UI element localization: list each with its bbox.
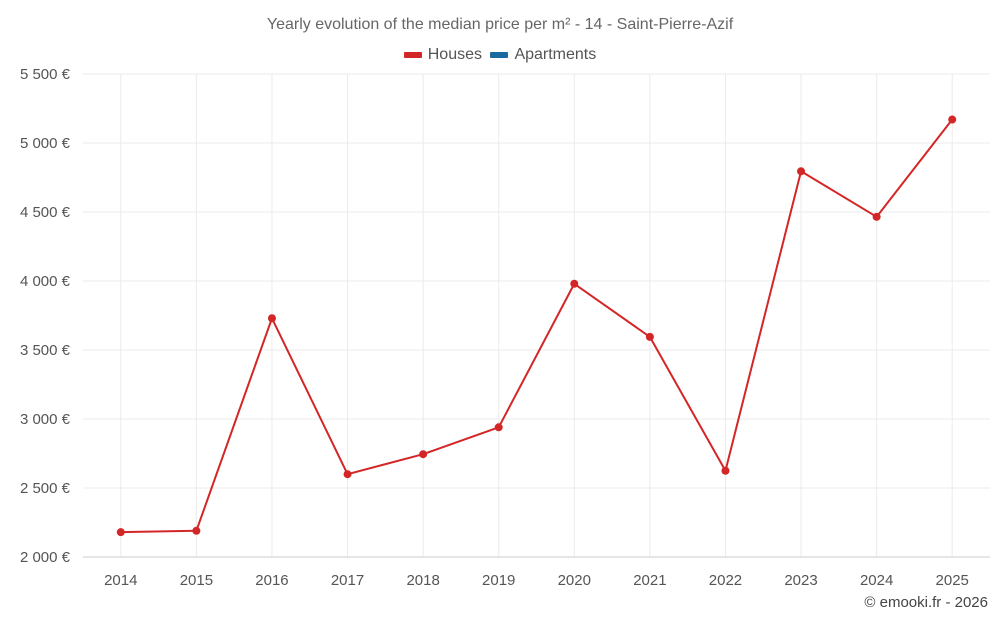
x-tick-label: 2021: [633, 572, 666, 589]
legend-label-apartments: Apartments: [514, 46, 597, 63]
x-tick-label: 2015: [180, 572, 213, 589]
legend-label-houses: Houses: [427, 46, 482, 63]
x-tick-label: 2023: [784, 572, 817, 589]
data-point-houses-2019: [494, 423, 503, 432]
x-tick-label: 2022: [709, 572, 742, 589]
x-tick-label: 2020: [558, 572, 591, 589]
data-point-houses-2017: [343, 470, 352, 479]
data-point-houses-2020: [570, 279, 579, 288]
y-tick-label: 2 500 €: [20, 480, 71, 497]
x-tick-label: 2025: [936, 572, 969, 589]
data-point-houses-2021: [645, 332, 654, 341]
legend-swatch-apartments: [490, 52, 509, 58]
y-tick-label: 3 500 €: [20, 342, 71, 359]
series-line-houses: [120, 118, 953, 534]
legend: Houses Apartments: [0, 45, 1000, 64]
x-tick-label: 2016: [255, 572, 288, 589]
legend-swatch-houses: [403, 52, 422, 58]
data-point-houses-2018: [419, 450, 428, 459]
data-point-houses-2022: [721, 466, 730, 475]
y-tick-label: 5 500 €: [20, 66, 71, 83]
y-tick-label: 4 000 €: [20, 273, 71, 290]
x-tick-label: 2018: [406, 572, 439, 589]
data-point-houses-2016: [267, 314, 276, 323]
legend-item-apartments[interactable]: Apartments: [490, 46, 596, 64]
chart-title: Yearly evolution of the median price per…: [266, 16, 734, 33]
x-tick-label: 2017: [331, 572, 364, 589]
y-tick-label: 2 000 €: [20, 549, 71, 566]
y-tick-label: 5 000 €: [20, 135, 71, 152]
y-tick-label: 4 500 €: [20, 204, 71, 221]
x-tick-label: 2014: [104, 572, 137, 589]
data-point-houses-2023: [797, 167, 806, 176]
x-tick-label: 2024: [860, 572, 893, 589]
data-point-houses-2025: [948, 115, 957, 124]
legend-item-houses[interactable]: Houses: [403, 46, 482, 64]
data-point-houses-2014: [116, 528, 125, 537]
data-point-houses-2015: [192, 526, 201, 535]
credit: © emooki.fr - 2026: [864, 594, 988, 611]
data-point-houses-2024: [872, 212, 881, 221]
x-tick-label: 2019: [482, 572, 515, 589]
y-tick-label: 3 000 €: [20, 411, 71, 428]
